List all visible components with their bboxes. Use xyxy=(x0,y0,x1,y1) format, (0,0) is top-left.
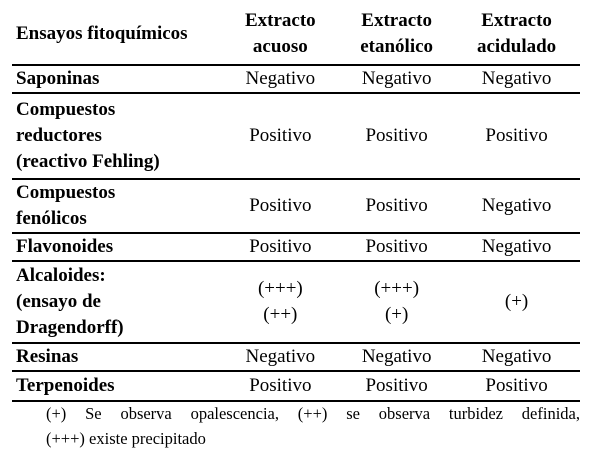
table-row: Saponinas Negativo Negativo Negativo xyxy=(12,64,580,93)
row-label: Saponinas xyxy=(12,64,221,93)
row-label-line: Compuestos xyxy=(16,182,116,203)
cell-line: (++) xyxy=(263,304,298,325)
table-row: Compuestos reductores (reactivo Fehling)… xyxy=(12,92,580,179)
row-label: Resinas xyxy=(12,342,221,371)
cell-aqueous: (+++) (++) xyxy=(220,260,341,343)
row-label: Flavonoides xyxy=(12,232,221,261)
table-row: Compuestos fenólicos Positivo Positivo N… xyxy=(12,178,580,233)
cell-acidulated: (+) xyxy=(453,260,580,343)
row-label: Alcaloides: (ensayo de Dragendorff) xyxy=(12,260,221,343)
row-label: Compuestos reductores (reactivo Fehling) xyxy=(12,92,221,179)
cell-ethanolic: Positivo xyxy=(340,232,454,261)
table-row: Flavonoides Positivo Positivo Negativo xyxy=(12,232,580,261)
row-label-line: fenólicos xyxy=(16,208,87,229)
header-aqueous-line-1: Extracto xyxy=(244,10,316,31)
cell-ethanolic: (+++) (+) xyxy=(340,260,454,343)
row-label: Compuestos fenólicos xyxy=(12,178,221,233)
header-assays: Ensayos fitoquímicos xyxy=(12,3,221,65)
header-ethanolic-line-1: Extracto xyxy=(361,10,432,31)
table-row: Terpenoides Positivo Positivo Positivo xyxy=(12,370,580,402)
header-aqueous-line-2: acuoso xyxy=(252,36,308,57)
header-ethanolic-line-2: etanólico xyxy=(360,36,434,57)
row-label-line: Compuestos xyxy=(16,99,116,120)
table-footnote: (+) Se observa opalescencia, (++) se obs… xyxy=(46,401,580,451)
row-label-line: Saponinas xyxy=(16,68,100,89)
cell-acidulated: Positivo xyxy=(453,370,580,402)
header-assays-line-1: Ensayos fitoquímicos xyxy=(16,23,188,44)
header-acidulated-line-1: Extracto xyxy=(481,10,552,31)
row-label-line: Flavonoides xyxy=(16,236,114,257)
cell-ethanolic: Positivo xyxy=(340,370,454,402)
footnote-line-2: (+++) existe precipitado xyxy=(46,429,206,448)
row-label-line: (ensayo de xyxy=(16,291,101,312)
header-aqueous-extract: Extracto acuoso xyxy=(221,3,341,65)
row-label-line: Terpenoides xyxy=(16,375,115,396)
cell-aqueous: Positivo xyxy=(220,178,341,233)
cell-acidulated: Positivo xyxy=(453,92,580,179)
row-label-line: Resinas xyxy=(16,346,79,367)
cell-line: (+) xyxy=(384,304,409,325)
table-row: Alcaloides: (ensayo de Dragendorff) (+++… xyxy=(12,260,580,343)
cell-aqueous: Negativo xyxy=(220,342,341,371)
cell-acidulated: Negativo xyxy=(453,178,580,233)
cell-acidulated: Negativo xyxy=(453,232,580,261)
cell-aqueous: Positivo xyxy=(220,370,341,402)
row-label-line: (reactivo Fehling) xyxy=(16,151,160,172)
row-label-line: reductores xyxy=(16,125,102,146)
row-label: Terpenoides xyxy=(12,370,221,402)
cell-line: (+++) xyxy=(257,278,303,299)
cell-aqueous: Positivo xyxy=(220,92,341,179)
cell-line: (+++) xyxy=(374,278,420,299)
cell-ethanolic: Positivo xyxy=(340,178,454,233)
cell-aqueous: Negativo xyxy=(220,64,341,93)
header-ethanolic-extract: Extracto etanólico xyxy=(340,3,453,65)
cell-acidulated: Negativo xyxy=(453,342,580,371)
header-acidulated-extract: Extracto acidulado xyxy=(453,3,580,65)
table-header-row: Ensayos fitoquímicos Extracto acuoso Ext… xyxy=(12,3,580,65)
row-label-line: Alcaloides: xyxy=(16,265,106,286)
cell-acidulated: Negativo xyxy=(453,64,580,93)
header-acidulated-line-2: acidulado xyxy=(476,36,557,57)
cell-aqueous: Positivo xyxy=(220,232,341,261)
cell-ethanolic: Negativo xyxy=(340,64,454,93)
table-row: Resinas Negativo Negativo Negativo xyxy=(12,342,580,371)
footnote-line-1: (+) Se observa opalescencia, (++) se obs… xyxy=(46,404,580,423)
phytochemical-table: Ensayos fitoquímicos Extracto acuoso Ext… xyxy=(12,3,580,402)
cell-ethanolic: Positivo xyxy=(340,92,454,179)
row-label-line: Dragendorff) xyxy=(16,317,124,338)
cell-ethanolic: Negativo xyxy=(340,342,454,371)
